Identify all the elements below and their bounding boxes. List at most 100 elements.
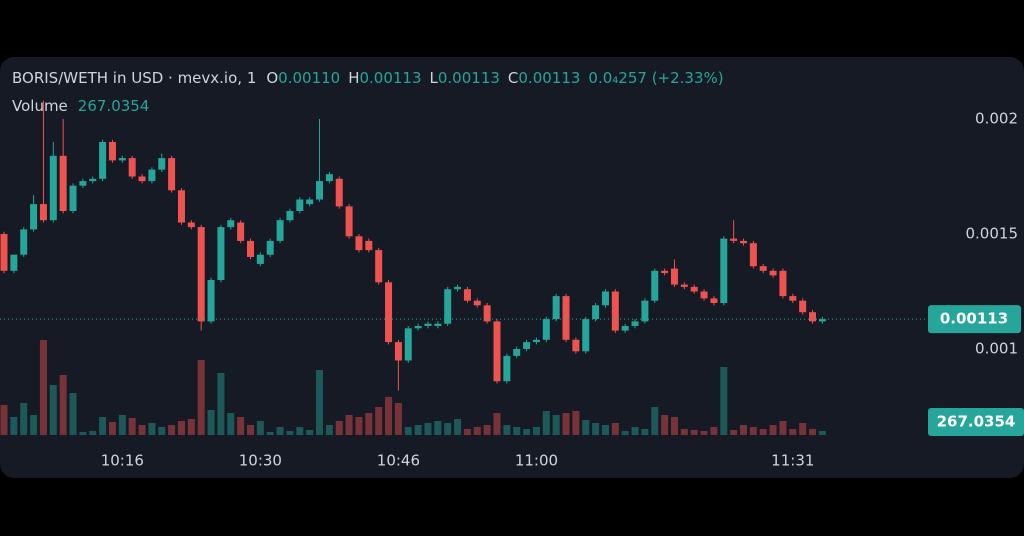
ohlc-key: O — [266, 69, 278, 87]
x-tick-label: 11:31 — [771, 452, 814, 470]
x-tick-label: 10:16 — [101, 452, 144, 470]
volume-bar — [641, 429, 649, 435]
candle-body — [454, 286, 462, 290]
candle-body — [789, 296, 797, 301]
candle-body — [552, 296, 560, 320]
volume-bar — [799, 423, 807, 435]
volume-bar — [414, 425, 422, 435]
candle-body — [493, 321, 501, 382]
volume-bar — [296, 427, 304, 435]
volume-bar — [99, 417, 107, 435]
candle-body — [720, 238, 728, 303]
volume-bar — [158, 427, 166, 435]
volume-bar — [138, 425, 146, 435]
candle-body — [601, 291, 609, 306]
volume-bar — [621, 431, 629, 435]
candle-body — [128, 158, 136, 177]
volume-value: 267.0354 — [78, 97, 150, 115]
candle-body — [177, 190, 185, 223]
candle-body — [138, 176, 146, 182]
x-tick-label: 10:30 — [239, 452, 282, 470]
volume-bar — [651, 407, 659, 435]
candle-body — [424, 323, 432, 326]
candle-body — [463, 289, 471, 301]
volume-bar — [89, 431, 97, 435]
candle-body — [503, 355, 511, 382]
candle-body — [651, 270, 659, 301]
volume-bar — [335, 421, 343, 435]
candle-body — [434, 323, 442, 326]
candle-body — [592, 305, 600, 320]
candle-body — [710, 298, 718, 303]
candle-body — [247, 240, 254, 257]
volume-bar — [572, 411, 580, 435]
volume-bar — [256, 421, 264, 435]
volume-bar — [394, 403, 402, 435]
volume-bar — [237, 417, 245, 435]
volume-bar — [532, 427, 540, 435]
last-price-label: 0.00113 — [940, 310, 1008, 328]
ohlc-key: H — [348, 69, 359, 87]
volume-bar — [769, 425, 777, 435]
volume-bar — [39, 340, 47, 435]
candle-body — [621, 326, 629, 331]
candle-body — [59, 155, 67, 211]
candle-body — [227, 220, 235, 228]
volume-bar — [493, 413, 501, 435]
volume-bar — [434, 421, 442, 435]
y-tick-label: 0.002 — [975, 110, 1018, 128]
legend-header: BORIS/WETH in USD · mevx.io, 1 O0.00110 H0… — [12, 69, 724, 87]
candle-body — [473, 300, 481, 306]
candle-body — [266, 240, 274, 255]
volume-bar — [513, 427, 521, 435]
candle-body — [690, 286, 698, 292]
candle-body — [187, 222, 195, 228]
candle-body — [325, 174, 333, 182]
candle-body — [513, 349, 521, 356]
volume-bar — [217, 373, 225, 435]
candle-body — [20, 229, 28, 255]
candle-body — [49, 155, 57, 221]
candle-body — [779, 270, 787, 297]
volume-bar — [690, 430, 698, 435]
volume-bar — [562, 413, 570, 435]
volume-bar — [789, 429, 797, 435]
ohlc-value: 0.00110 — [278, 69, 340, 87]
volume-bar — [523, 429, 531, 435]
volume-bar — [473, 427, 481, 435]
volume-bar — [20, 403, 28, 435]
candle-body — [375, 250, 383, 283]
candle-body — [256, 254, 264, 264]
volume-bar — [148, 423, 156, 435]
volume-bar — [749, 427, 757, 435]
volume-bar — [49, 385, 57, 435]
candle-body — [335, 178, 343, 207]
candle-body — [237, 222, 245, 241]
candle-body — [680, 284, 688, 287]
volume-bar — [197, 360, 205, 435]
candle-body — [483, 305, 491, 322]
candle-body — [365, 240, 373, 251]
candle-body — [809, 312, 817, 322]
x-tick-label: 11:00 — [515, 452, 558, 470]
candle-body — [355, 236, 363, 251]
volume-bar — [552, 415, 560, 435]
symbol: BORIS/WETH in USD · mevx.io, 1 — [12, 69, 256, 87]
y-tick-label: 0.001 — [975, 340, 1018, 358]
volume-bar — [759, 429, 767, 435]
volume-bar — [69, 393, 77, 435]
candle-body — [444, 289, 452, 324]
volume-bar — [700, 431, 708, 435]
volume-bar — [266, 432, 274, 435]
candle-body — [69, 185, 77, 211]
volume-bar — [247, 425, 254, 435]
candle-body — [542, 319, 550, 340]
last-volume-label: 267.0354 — [937, 413, 1016, 431]
volume-bar — [483, 425, 491, 435]
candle-body — [316, 181, 324, 200]
candle-body — [394, 342, 402, 361]
candle-body — [99, 142, 107, 179]
volume-bar — [306, 430, 314, 435]
candle-body — [108, 142, 116, 161]
